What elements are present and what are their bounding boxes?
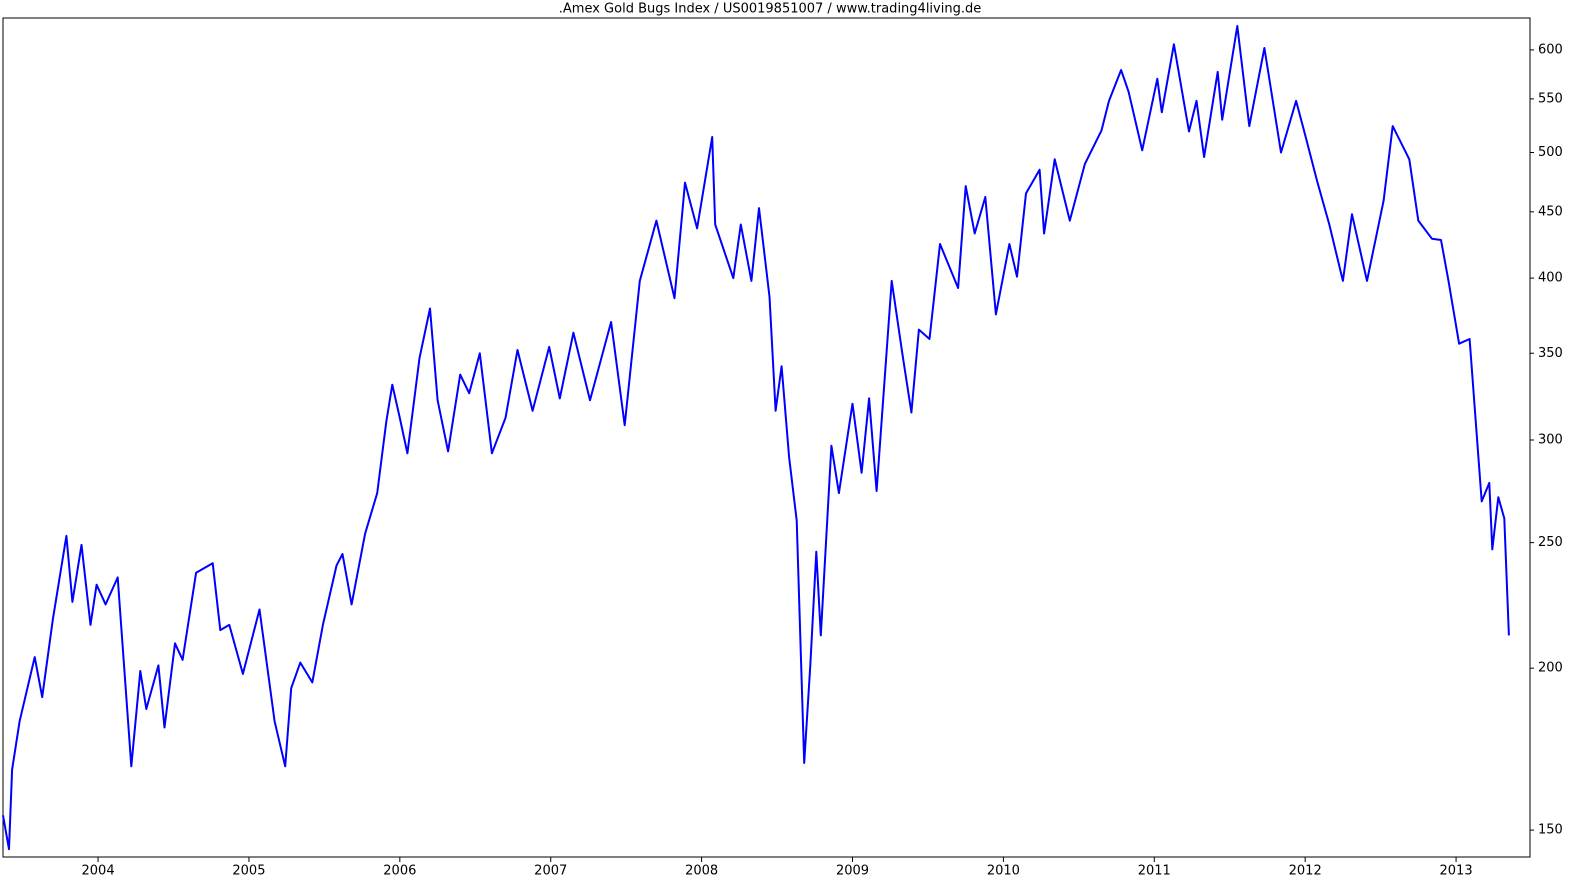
y-tick-label: 450 <box>1538 204 1563 219</box>
x-tick-label: 2005 <box>232 864 265 879</box>
y-tick-label: 400 <box>1538 271 1563 286</box>
y-tick-label: 250 <box>1538 535 1563 550</box>
x-tick-label: 2007 <box>534 864 567 879</box>
x-tick-label: 2011 <box>1138 864 1171 879</box>
y-tick-label: 150 <box>1538 823 1563 838</box>
y-tick-label: 300 <box>1538 433 1563 448</box>
x-tick-label: 2012 <box>1289 864 1322 879</box>
line-series <box>2 25 1510 851</box>
x-tick-label: 2006 <box>383 864 416 879</box>
y-tick-label: 350 <box>1538 346 1563 361</box>
chart-title: .Amex Gold Bugs Index / US0019851007 / w… <box>559 2 981 17</box>
x-tick-label: 2004 <box>82 864 115 879</box>
y-tick-label: 200 <box>1538 661 1563 676</box>
x-tick-label: 2013 <box>1440 864 1473 879</box>
x-tick-label: 2010 <box>987 864 1020 879</box>
y-tick-label: 500 <box>1538 145 1563 160</box>
plot-frame <box>2 17 1531 858</box>
x-tick-label: 2009 <box>836 864 869 879</box>
y-tick-label: 600 <box>1538 42 1563 57</box>
x-tick-label: 2008 <box>685 864 718 879</box>
y-tick-label: 550 <box>1538 91 1563 106</box>
